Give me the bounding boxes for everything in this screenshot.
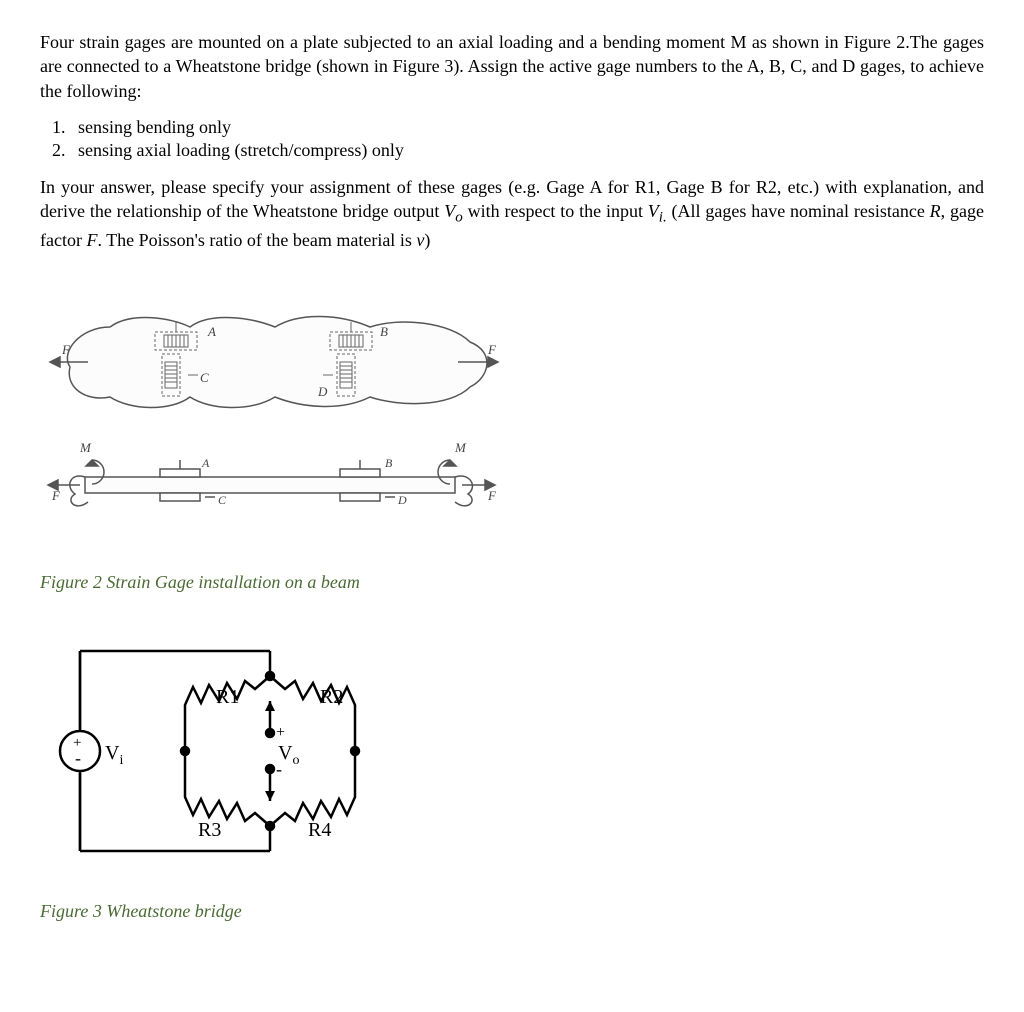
- list-item-2: sensing axial loading (stretch/compress)…: [70, 140, 984, 161]
- label-B-side: B: [385, 456, 393, 470]
- figure-3-svg: + - Vi R1 R2 R3 R4 + - Vo: [40, 621, 400, 891]
- label-R2: R2: [320, 686, 343, 708]
- label-C: C: [200, 370, 209, 385]
- figure-2: A B C D F F: [40, 272, 984, 562]
- label-minus-src: -: [75, 748, 81, 768]
- label-B: B: [380, 324, 388, 339]
- figure-2-svg: A B C D F F: [40, 272, 510, 562]
- label-A-side: A: [201, 456, 210, 470]
- paragraph-intro: Four strain gages are mounted on a plate…: [40, 30, 984, 103]
- list-item-1: sensing bending only: [70, 117, 984, 138]
- label-D-side: D: [397, 493, 407, 507]
- label-F-left-side: F: [51, 488, 61, 503]
- label-R4: R4: [308, 819, 331, 841]
- requirements-list: sensing bending only sensing axial loadi…: [70, 117, 984, 161]
- label-Vi: Vi: [105, 742, 123, 768]
- label-M-left: M: [79, 440, 92, 455]
- label-D: D: [317, 384, 328, 399]
- label-plus-out: +: [276, 724, 285, 741]
- label-F-left-top: F: [61, 342, 71, 357]
- label-C-side: C: [218, 493, 227, 507]
- label-R1: R1: [216, 686, 239, 708]
- label-M-right: M: [454, 440, 467, 455]
- figure-2-caption: Figure 2 Strain Gage installation on a b…: [40, 572, 984, 593]
- label-F-right-side: F: [487, 488, 497, 503]
- label-A: A: [207, 324, 216, 339]
- label-F-right-top: F: [487, 342, 497, 357]
- figure-3: + - Vi R1 R2 R3 R4 + - Vo: [40, 621, 984, 891]
- figure-3-caption: Figure 3 Wheatstone bridge: [40, 901, 984, 922]
- label-R3: R3: [198, 819, 221, 841]
- paragraph-instructions: In your answer, please specify your assi…: [40, 175, 984, 252]
